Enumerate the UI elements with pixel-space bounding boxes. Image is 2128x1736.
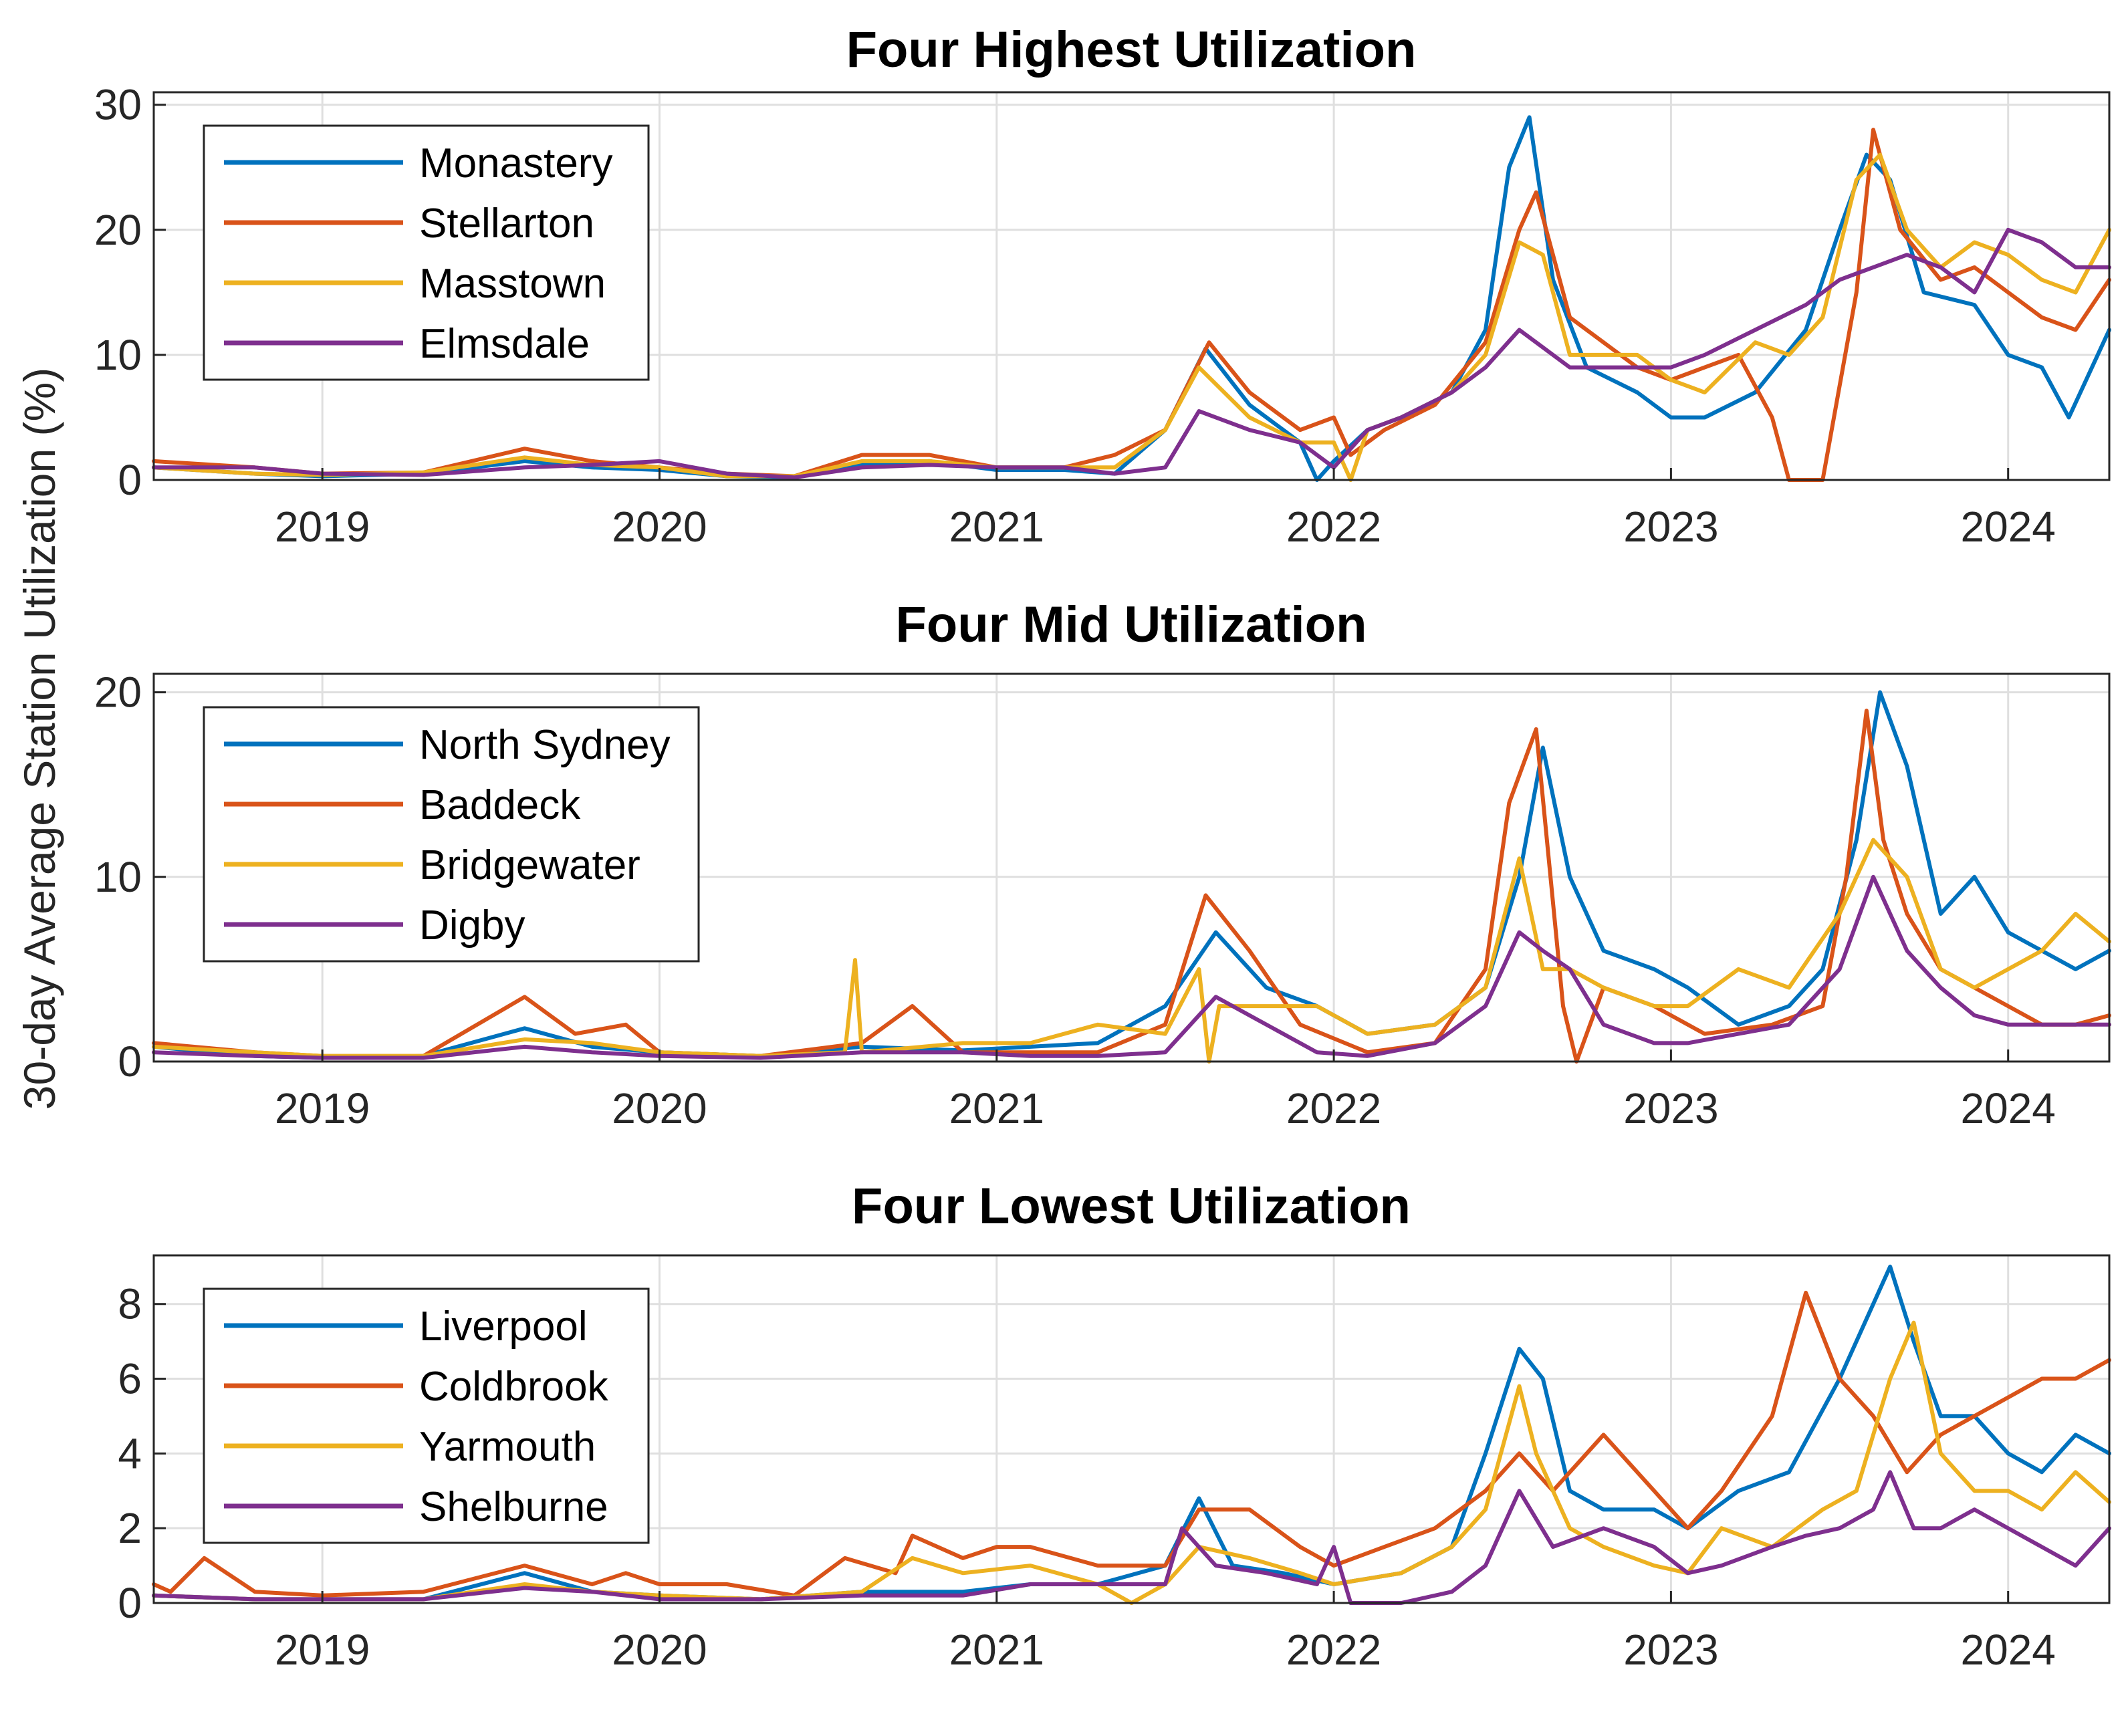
- y-tick-label: 0: [118, 1579, 142, 1627]
- series-lines: [152, 690, 2111, 1064]
- x-tick-label: 2020: [612, 503, 707, 551]
- series-lines: [152, 1264, 2111, 1605]
- legend: Liverpool Coldbrook Yarmouth Shelburne: [203, 1287, 650, 1544]
- x-tick-label: 2024: [1961, 1084, 2056, 1132]
- series-line-coldbrook: [152, 1290, 2111, 1598]
- axes-frame: [152, 91, 2111, 481]
- y-tick-label: 2: [118, 1504, 142, 1552]
- axis-ticks: 2019 2020 2021 2022 2023 2024 0 10 20 30: [94, 81, 2056, 551]
- axis-ticks: 2019 2020 2021 2022 2023 2024 0 2 4 6 8: [118, 1280, 2055, 1674]
- legend-label: Shelburne: [419, 1484, 608, 1530]
- x-tick-label: 2020: [612, 1626, 707, 1674]
- axes-frame: [152, 672, 2111, 1063]
- series-lines: [152, 115, 2111, 482]
- legend-box: [203, 124, 650, 381]
- axes-frame: [152, 1254, 2111, 1604]
- x-tick-label: 2021: [949, 1626, 1044, 1674]
- series-line-shelburne: [152, 1470, 2111, 1605]
- legend-label: Monastery: [419, 140, 612, 187]
- x-tick-label: 2022: [1286, 1084, 1381, 1132]
- legend: Monastery Stellarton Masstown Elmsdale: [203, 124, 650, 381]
- legend-box: [203, 706, 700, 963]
- legend-box: [203, 1287, 650, 1544]
- series-line-elmsdale: [152, 227, 2111, 480]
- panel-lowest: Four Lowest Utilization 2019 2020 2021 2022…: [118, 1178, 2111, 1674]
- x-tick-label: 2024: [1961, 503, 2056, 551]
- y-tick-label: 0: [118, 456, 142, 504]
- panel-highest: Four Highest Utilization 2019 2020 2021 202…: [94, 21, 2111, 551]
- x-tick-label: 2021: [949, 1084, 1044, 1132]
- legend-label: Bridgewater: [419, 842, 640, 888]
- axis-ticks: 2019 2020 2021 2022 2023 2024 0 10 20: [94, 668, 2056, 1132]
- x-tick-label: 2021: [949, 503, 1044, 551]
- panel-title: Four Mid Utilization: [895, 596, 1367, 653]
- legend-label: Elmsdale: [419, 321, 590, 367]
- legend-label: North Sydney: [419, 722, 671, 768]
- x-tick-label: 2022: [1286, 503, 1381, 551]
- y-tick-label: 20: [94, 206, 142, 254]
- y-tick-label: 30: [94, 81, 142, 129]
- y-tick-label: 0: [118, 1037, 142, 1086]
- x-tick-label: 2019: [275, 503, 370, 551]
- legend: North Sydney Baddeck Bridgewater Digby: [203, 706, 700, 963]
- y-tick-label: 10: [94, 331, 142, 379]
- y-tick-label: 20: [94, 668, 142, 717]
- x-tick-label: 2020: [612, 1084, 707, 1132]
- panel-title: Four Lowest Utilization: [852, 1178, 1411, 1235]
- x-tick-label: 2023: [1623, 503, 1718, 551]
- x-tick-label: 2024: [1961, 1626, 2056, 1674]
- legend-label: Digby: [419, 902, 525, 949]
- x-tick-label: 2019: [275, 1084, 370, 1132]
- y-tick-label: 10: [94, 853, 142, 901]
- x-tick-label: 2022: [1286, 1626, 1381, 1674]
- legend-label: Stellarton: [419, 201, 594, 247]
- x-tick-label: 2023: [1623, 1626, 1718, 1674]
- series-line-digby: [152, 874, 2111, 1060]
- legend-label: Yarmouth: [419, 1424, 596, 1470]
- series-line-bridgewater: [152, 838, 2111, 1064]
- shared-y-axis-label: 30-day Average Station Utilization (%): [15, 368, 64, 1110]
- x-tick-label: 2019: [275, 1626, 370, 1674]
- panel-mid: Four Mid Utilization 2019 2020 2021 2022 202…: [94, 596, 2111, 1132]
- y-tick-label: 6: [118, 1355, 142, 1403]
- panel-title: Four Highest Utilization: [846, 21, 1417, 78]
- legend-label: Baddeck: [419, 782, 581, 828]
- x-tick-label: 2023: [1623, 1084, 1718, 1132]
- y-tick-label: 8: [118, 1280, 142, 1328]
- legend-label: Masstown: [419, 261, 606, 307]
- legend-label: Liverpool: [419, 1304, 588, 1350]
- y-tick-label: 4: [118, 1429, 142, 1477]
- legend-label: Coldbrook: [419, 1364, 609, 1410]
